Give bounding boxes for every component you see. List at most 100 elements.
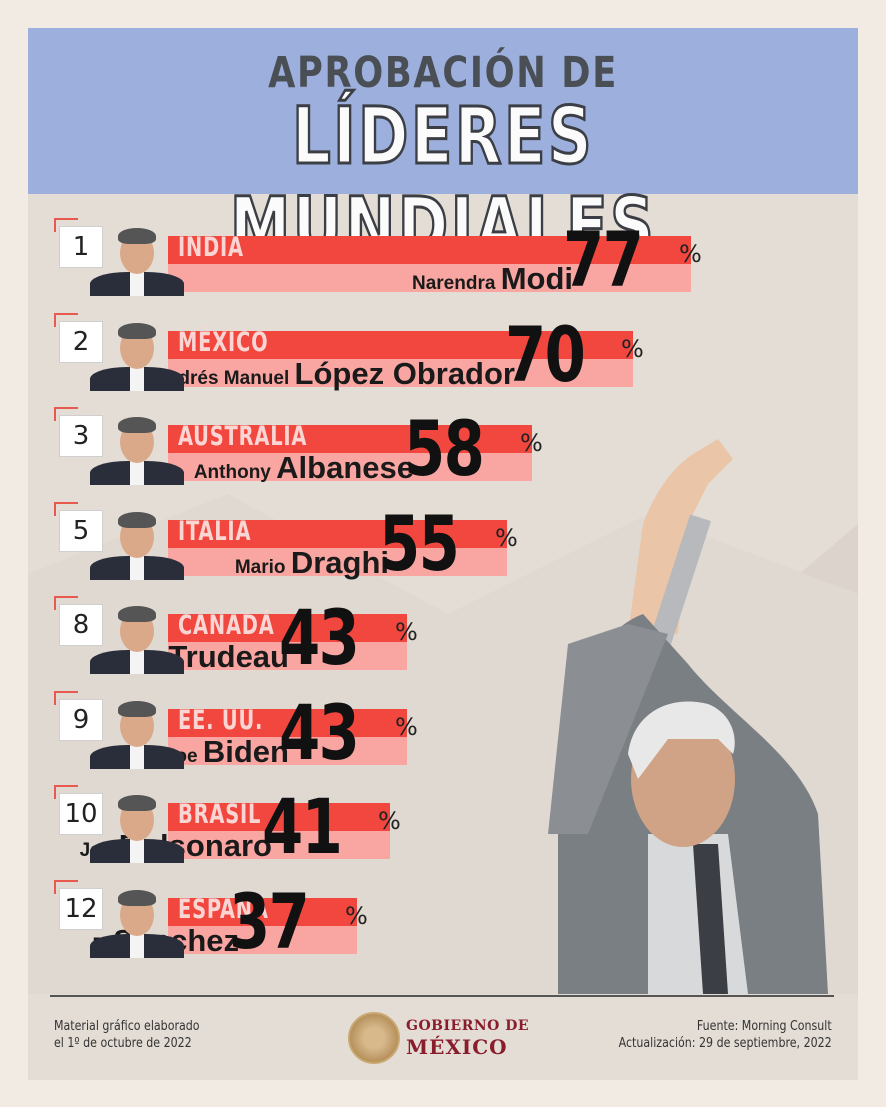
leader-last-name: López Obrador — [294, 355, 515, 391]
approval-value: 77 — [563, 215, 644, 304]
row-accent-line-vertical — [54, 218, 56, 232]
country-label: INDIA — [178, 232, 244, 263]
approval-value: 58 — [404, 404, 485, 493]
portrait-hair — [118, 700, 156, 717]
leader-first-name: Anthony — [193, 462, 277, 483]
row-accent-line-vertical — [54, 690, 56, 705]
leader-portrait — [90, 222, 184, 296]
bar-top-segment — [168, 803, 390, 831]
portrait-hair — [118, 228, 156, 244]
leader-portrait — [90, 506, 184, 580]
leader-name: J. Trudeau — [147, 639, 289, 675]
portrait-shirt — [130, 366, 144, 391]
approval-bar — [168, 236, 691, 292]
chart-row: INDIA Narendra Modi 77 % 1 — [28, 218, 858, 310]
bar-top-segment — [168, 708, 407, 737]
portrait-shirt — [130, 744, 144, 769]
infographic-card: APROBACIÓN DE LÍDERES MUNDIALES INDIA Na… — [28, 28, 858, 1080]
bar-top-segment — [168, 614, 407, 642]
chart-row: BRASIL Jair Bolsonaro 41 % 10 — [28, 785, 858, 877]
bar-bottom-segment — [168, 736, 407, 765]
footer-divider — [50, 995, 834, 997]
leader-name: Joe Biden — [165, 734, 289, 770]
leader-first-name: Mario — [234, 556, 291, 578]
header-banner: APROBACIÓN DE LÍDERES MUNDIALES — [28, 28, 858, 274]
percent-sign: % — [345, 901, 368, 930]
leader-name: Mario Draghi — [235, 545, 389, 581]
bar-bottom-segment — [168, 358, 633, 387]
percent-sign: % — [679, 240, 702, 268]
footer-credit-line-2: el 1º de octubre de 2022 — [54, 1036, 192, 1051]
rank-badge: 5 — [59, 509, 103, 552]
percent-sign: % — [395, 618, 418, 646]
row-accent-line-vertical — [54, 879, 56, 894]
approval-value: 43 — [279, 687, 360, 777]
portrait-hair — [118, 511, 156, 528]
approval-bar — [168, 330, 633, 387]
portrait-hair — [118, 417, 156, 433]
row-accent-line — [54, 785, 78, 787]
leader-portrait — [90, 411, 184, 485]
bar-bottom-segment — [168, 642, 407, 670]
chart-row: EE. UU. Joe Biden 43 % 9 — [28, 687, 858, 783]
bar-top-segment — [168, 236, 691, 264]
percent-sign: % — [621, 334, 644, 363]
footer-source: Fuente: Morning Consult Actualización: 2… — [619, 1018, 832, 1052]
row-accent-line — [54, 407, 78, 409]
percent-sign: % — [520, 429, 543, 457]
portrait-shirt — [130, 839, 144, 863]
bar-bottom-segment — [168, 547, 507, 576]
leader-last-name: Trudeau — [168, 639, 289, 674]
approval-bar — [168, 708, 407, 765]
bar-top-segment — [168, 425, 532, 453]
waving-man-illustration — [548, 439, 828, 994]
footer-source-line-1: Fuente: Morning Consult — [697, 1019, 832, 1034]
approval-value: 55 — [379, 498, 460, 588]
leader-name: Anthony Albanese — [194, 450, 414, 486]
rank-badge: 9 — [59, 698, 103, 741]
row-accent-line-vertical — [54, 785, 56, 799]
chart-row: MÉXICO Andrés Manuel López Obrador 70 % … — [28, 312, 858, 405]
approval-value: 41 — [262, 782, 343, 871]
portrait-shirt — [130, 933, 144, 958]
row-accent-line — [54, 501, 78, 504]
bar-top-segment — [168, 330, 633, 359]
rank-badge: 1 — [59, 226, 103, 268]
title-line-1: APROBACIÓN DE — [268, 48, 618, 98]
rank-badge: 10 — [59, 793, 103, 835]
row-accent-line-vertical — [54, 501, 56, 516]
portrait-shirt — [130, 650, 144, 674]
country-label: ESPAÑA — [178, 893, 269, 925]
portrait-shirt — [130, 555, 144, 580]
portrait-hair — [118, 606, 156, 622]
bar-bottom-segment — [168, 264, 691, 292]
bar-bottom-segment — [168, 925, 357, 954]
leader-last-name: Biden — [202, 733, 289, 769]
approval-bar — [168, 803, 390, 859]
chart-row: CANADÁ J. Trudeau 43 % 8 — [28, 596, 858, 688]
leader-name: Andrés Manuel López Obrador — [153, 356, 515, 392]
row-accent-line-vertical — [54, 596, 56, 610]
footer-source-line-2: Actualización: 29 de septiembre, 2022 — [618, 1036, 832, 1051]
portrait-shirt — [130, 461, 144, 485]
country-label: EE. UU. — [178, 704, 264, 736]
approval-value: 43 — [279, 593, 360, 682]
bar-top-segment — [168, 519, 507, 548]
leader-first-name: Narendra — [411, 273, 501, 294]
approval-bar — [168, 425, 532, 481]
row-accent-line-vertical — [54, 312, 56, 327]
percent-sign: % — [395, 712, 418, 741]
country-label: BRASIL — [178, 799, 262, 830]
leader-portrait — [90, 884, 184, 958]
footer-credits: Material gráfico elaborado el 1º de octu… — [54, 1018, 200, 1052]
rank-badge: 3 — [59, 415, 103, 457]
rank-badge: 2 — [59, 320, 103, 363]
chart-row: ITALIA Mario Draghi 55 % 5 — [28, 498, 858, 594]
row-accent-line — [54, 879, 78, 882]
leader-portrait — [90, 789, 184, 863]
row-accent-line-vertical — [54, 407, 56, 421]
gov-label-line-2: MÉXICO — [406, 1035, 508, 1059]
chart-row: AUSTRALIA Anthony Albanese 58 % 3 — [28, 407, 858, 499]
leader-portrait — [90, 317, 184, 391]
bar-bottom-segment — [168, 453, 532, 481]
